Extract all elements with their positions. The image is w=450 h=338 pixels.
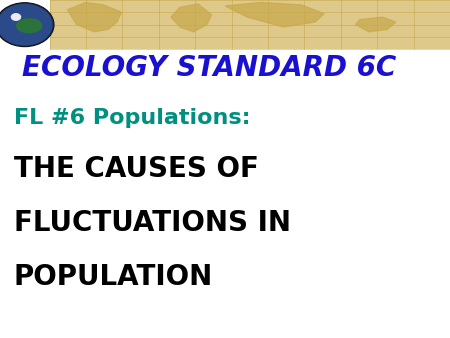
Bar bbox=[50, 0, 450, 49]
Text: FL #6 Populations:: FL #6 Populations: bbox=[14, 108, 250, 128]
Text: THE CAUSES OF: THE CAUSES OF bbox=[14, 155, 258, 183]
Circle shape bbox=[11, 13, 21, 21]
Circle shape bbox=[0, 4, 53, 46]
Circle shape bbox=[0, 3, 54, 47]
Ellipse shape bbox=[16, 18, 42, 33]
Text: ECOLOGY STANDARD 6C: ECOLOGY STANDARD 6C bbox=[22, 54, 397, 81]
Text: POPULATION: POPULATION bbox=[14, 263, 213, 291]
Polygon shape bbox=[171, 4, 212, 32]
Polygon shape bbox=[68, 2, 122, 32]
Text: FLUCTUATIONS IN: FLUCTUATIONS IN bbox=[14, 209, 291, 237]
Polygon shape bbox=[356, 17, 396, 32]
Polygon shape bbox=[225, 2, 324, 27]
